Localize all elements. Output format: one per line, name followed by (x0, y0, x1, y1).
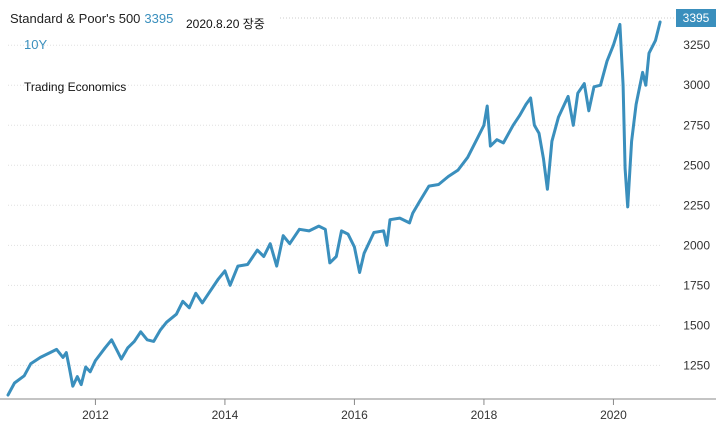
y-tick-label: 3250 (683, 38, 710, 52)
x-tick-label: 2018 (471, 408, 498, 422)
chart-title: Standard & Poor's 500 3395 (10, 11, 173, 26)
y-tick-label: 1250 (683, 358, 710, 372)
y-tick-label: 2500 (683, 158, 710, 172)
source-label: Trading Economics (24, 80, 127, 94)
x-tick-label: 2020 (600, 408, 627, 422)
grid (8, 17, 676, 366)
axes: 1250 1500 1750 2000 2250 2500 2750 3000 3250 2012… (0, 38, 716, 422)
title-last-value: 3395 (144, 11, 174, 26)
x-tick-label: 2014 (212, 408, 239, 422)
series-line (6, 20, 662, 397)
y-tick-label: 1500 (683, 318, 710, 332)
series (6, 20, 662, 397)
y-tick-label: 3000 (683, 78, 710, 92)
title-text: Standard & Poor's 500 (10, 11, 141, 26)
y-tick-label: 2000 (683, 238, 710, 252)
y-tick-label: 1750 (683, 278, 710, 292)
x-tick-label: 2016 (341, 408, 368, 422)
date-annotation: 2020.8.20 장중 (176, 9, 280, 39)
last-value-badge: 3395 (676, 9, 716, 27)
range-selector[interactable]: 10Y (24, 37, 48, 52)
y-tick-label: 2250 (683, 198, 710, 212)
x-tick-label: 2012 (82, 408, 109, 422)
y-tick-label: 2750 (683, 118, 710, 132)
